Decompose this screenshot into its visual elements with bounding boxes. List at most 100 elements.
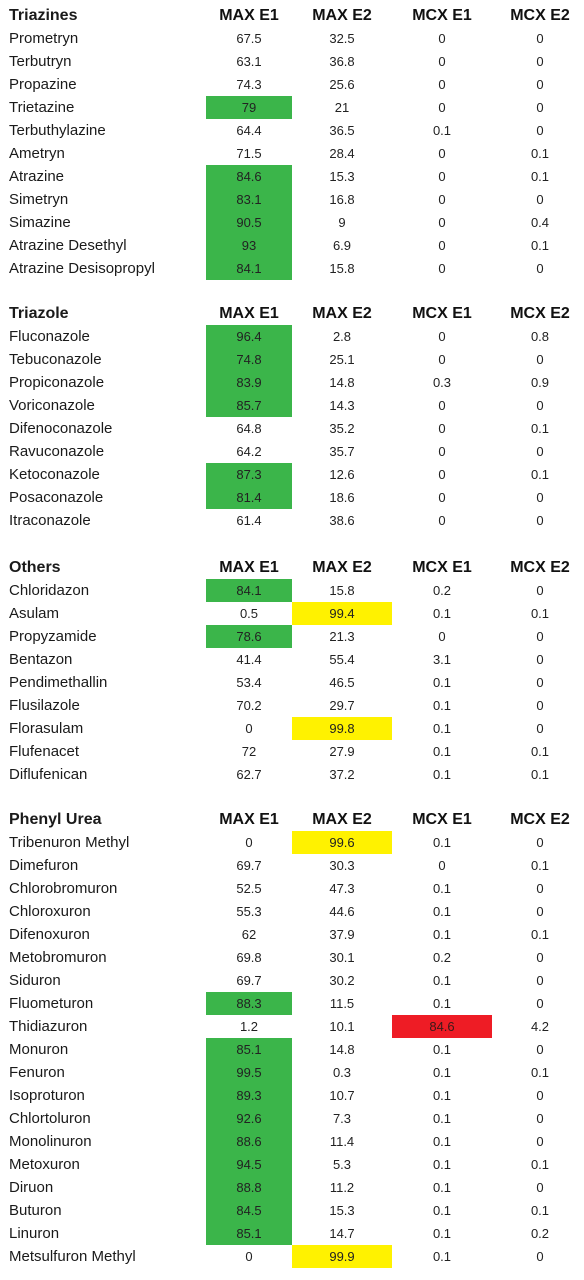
table-row: Diflufenican 62.7 37.2 0.1 0.1 (0, 763, 584, 786)
value-cell-mcx-e2: 0.1 (530, 858, 550, 873)
value-cell-max-e1: 69.7 (236, 973, 262, 988)
column-header-mcx-e2: MCX E2 (510, 811, 570, 828)
compound-name: Propiconazole (9, 374, 105, 391)
value-cell-mcx-e1: 0.1 (432, 996, 452, 1011)
value-cell-mcx-e2: 0.9 (530, 375, 550, 390)
compound-name: Siduron (9, 972, 61, 989)
value-cell-max-e1: 64.4 (236, 123, 262, 138)
column-header-mcx-e2: MCX E2 (510, 559, 570, 576)
section-header: Triazines MAX E1 MAX E2 MCX E1 MCX E2 (0, 4, 584, 27)
table-row: Metsulfuron Methyl 0 99.9 0.1 0 (0, 1245, 584, 1268)
value-cell-mcx-e1: 0 (438, 261, 446, 276)
value-cell-max-e2: 14.8 (329, 375, 355, 390)
compound-name: Fluconazole (9, 328, 90, 345)
table-row: Trietazine 79 21 0 0 (0, 96, 584, 119)
value-cell-max-e2: 37.9 (329, 927, 355, 942)
table-row: Propiconazole 83.9 14.8 0.3 0.9 (0, 371, 584, 394)
value-cell-mcx-e2: 0.1 (530, 238, 550, 253)
compound-name: Florasulam (9, 720, 84, 737)
value-cell-max-e2: 38.6 (329, 513, 355, 528)
compound-name: Fluometuron (9, 995, 94, 1012)
compound-name: Asulam (9, 605, 60, 622)
value-cell-mcx-e1: 0.1 (432, 904, 452, 919)
value-cell-mcx-e2: 0 (536, 123, 544, 138)
compound-name: Fenuron (9, 1064, 65, 1081)
table-row: Fenuron 99.5 0.3 0.1 0.1 (0, 1061, 584, 1084)
table-row: Buturon 84.5 15.3 0.1 0.1 (0, 1199, 584, 1222)
table-row: Posaconazole 81.4 18.6 0 0 (0, 486, 584, 509)
value-cell-mcx-e1: 0 (438, 100, 446, 115)
value-cell-max-e1: 85.1 (206, 1038, 292, 1061)
compound-name: Simetryn (9, 191, 69, 208)
table-row: Siduron 69.7 30.2 0.1 0 (0, 969, 584, 992)
table-row: Florasulam 0 99.8 0.1 0 (0, 717, 584, 740)
value-cell-mcx-e2: 0 (536, 904, 544, 919)
value-cell-max-e1: 90.5 (206, 211, 292, 234)
value-cell-mcx-e1: 0 (438, 215, 446, 230)
column-header-max-e2: MAX E2 (312, 559, 372, 576)
value-cell-max-e1: 71.5 (236, 146, 262, 161)
compound-name: Diruon (9, 1179, 54, 1196)
column-header-max-e1: MAX E1 (219, 305, 279, 322)
value-cell-mcx-e2: 0 (536, 77, 544, 92)
value-cell-max-e1: 89.3 (206, 1084, 292, 1107)
table-row: Bentazon 41.4 55.4 3.1 0 (0, 648, 584, 671)
column-header-mcx-e1: MCX E1 (412, 811, 472, 828)
value-cell-max-e2: 30.1 (329, 950, 355, 965)
value-cell-max-e2: 47.3 (329, 881, 355, 896)
value-cell-mcx-e2: 0.1 (530, 1203, 550, 1218)
value-cell-max-e2: 11.4 (329, 1134, 355, 1149)
value-cell-mcx-e2: 0.1 (530, 1157, 550, 1172)
table-row: Propazine 74.3 25.6 0 0 (0, 73, 584, 96)
column-header-mcx-e2: MCX E2 (510, 305, 570, 322)
column-header-mcx-e1: MCX E1 (412, 7, 472, 24)
value-cell-mcx-e1: 0.1 (432, 1088, 452, 1103)
value-cell-mcx-e2: 0.1 (530, 169, 550, 184)
value-cell-mcx-e2: 0 (536, 1111, 544, 1126)
table-row: Linuron 85.1 14.7 0.1 0.2 (0, 1222, 584, 1245)
table-row: Thidiazuron 1.2 10.1 84.6 4.2 (0, 1015, 584, 1038)
value-cell-max-e1: 52.5 (236, 881, 262, 896)
compound-name: Metoxuron (9, 1156, 80, 1173)
compound-name: Diflufenican (9, 766, 88, 783)
value-cell-mcx-e2: 0 (536, 973, 544, 988)
table-row: Difenoconazole 64.8 35.2 0 0.1 (0, 417, 584, 440)
value-cell-max-e2: 99.8 (292, 717, 392, 740)
value-cell-mcx-e1: 0.1 (432, 767, 452, 782)
table-row: Dimefuron 69.7 30.3 0 0.1 (0, 854, 584, 877)
compound-name: Flusilazole (9, 697, 80, 714)
compound-name: Ketoconazole (9, 466, 100, 483)
value-cell-max-e1: 85.7 (206, 394, 292, 417)
value-cell-max-e1: 61.4 (236, 513, 262, 528)
table-row: Diruon 88.8 11.2 0.1 0 (0, 1176, 584, 1199)
compound-name: Tribenuron Methyl (9, 834, 130, 851)
value-cell-max-e2: 32.5 (329, 31, 355, 46)
table-row: Propyzamide 78.6 21.3 0 0 (0, 625, 584, 648)
compound-name: Simazine (9, 214, 71, 231)
value-cell-max-e1: 1.2 (239, 1019, 259, 1034)
value-cell-max-e2: 55.4 (329, 652, 355, 667)
value-cell-max-e2: 46.5 (329, 675, 355, 690)
value-cell-max-e1: 88.8 (206, 1176, 292, 1199)
value-cell-mcx-e1: 0.1 (432, 721, 452, 736)
value-cell-max-e2: 30.3 (329, 858, 355, 873)
value-cell-max-e2: 99.9 (292, 1245, 392, 1268)
section-title: Others (9, 559, 61, 576)
section-title: Triazines (9, 7, 78, 24)
value-cell-mcx-e1: 0.3 (432, 375, 452, 390)
value-cell-mcx-e2: 0 (536, 629, 544, 644)
table-row: Tebuconazole 74.8 25.1 0 0 (0, 348, 584, 371)
table-row: Atrazine Desethyl 93 6.9 0 0.1 (0, 234, 584, 257)
value-cell-max-e2: 44.6 (329, 904, 355, 919)
value-cell-max-e2: 11.5 (329, 996, 355, 1011)
compound-name: Ravuconazole (9, 443, 105, 460)
value-cell-mcx-e1: 0.1 (432, 698, 452, 713)
section-title: Phenyl Urea (9, 811, 102, 828)
compound-name: Buturon (9, 1202, 62, 1219)
value-cell-max-e2: 29.7 (329, 698, 355, 713)
compound-name: Pendimethallin (9, 674, 108, 691)
value-cell-mcx-e2: 0 (536, 1088, 544, 1103)
value-cell-max-e2: 21.3 (329, 629, 355, 644)
value-cell-max-e1: 93 (206, 234, 292, 257)
value-cell-mcx-e1: 0.1 (432, 1157, 452, 1172)
